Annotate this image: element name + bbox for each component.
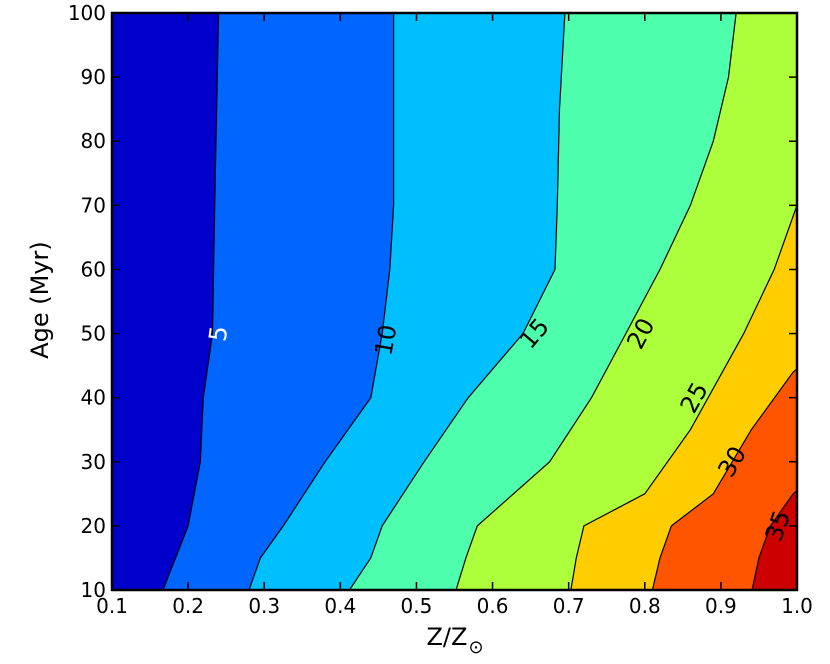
x-axis-label: Z/Z⊙: [426, 623, 483, 658]
y-tick-labels: 10 20 30 40 50 60 70 80 90 100: [68, 1, 106, 602]
x-tick-label: 0.7: [553, 594, 585, 618]
y-tick-label: 80: [81, 129, 106, 153]
contour-line-15: [349, 13, 566, 590]
axis-ticks: [111, 12, 798, 591]
contour-lines: [162, 13, 797, 590]
contour-line-25: [570, 205, 797, 590]
contour-line-30: [651, 368, 797, 590]
y-tick-label: 40: [81, 386, 106, 410]
x-tick-label: 0.8: [629, 594, 661, 618]
contour-bands: [112, 13, 797, 590]
y-tick-label: 10: [81, 578, 106, 602]
x-tick-label: 1.0: [781, 594, 813, 618]
x-tick-label: 0.3: [248, 594, 280, 618]
plot-frame: [110, 11, 799, 592]
contour-label-5: 5: [204, 324, 234, 343]
y-tick-label: 30: [81, 450, 106, 474]
contour-line-10: [248, 13, 395, 590]
x-tick-label: 0.4: [324, 594, 356, 618]
x-tick-label: 0.9: [705, 594, 737, 618]
x-tick-labels: 0.1 0.2 0.3 0.4 0.5 0.6 0.7 0.8 0.9 1.0: [96, 594, 813, 618]
x-tick-label: 0.2: [172, 594, 204, 618]
contour-band-0: [112, 13, 219, 590]
y-tick-label: 20: [81, 514, 106, 538]
x-tick-label: 0.5: [401, 594, 433, 618]
y-tick-label: 50: [81, 322, 106, 346]
y-tick-label: 60: [81, 257, 106, 281]
contour-line-5: [162, 13, 220, 590]
contour-line-35: [751, 490, 797, 590]
y-tick-label: 90: [81, 65, 106, 89]
contour-line-20: [455, 13, 737, 590]
contour-label-10: 10: [370, 323, 403, 358]
x-tick-label: 0.1: [96, 594, 128, 618]
y-tick-label: 100: [68, 1, 106, 25]
y-axis-label: Age (Myr): [26, 241, 54, 359]
y-tick-label: 70: [81, 193, 106, 217]
x-tick-label: 0.6: [477, 594, 509, 618]
